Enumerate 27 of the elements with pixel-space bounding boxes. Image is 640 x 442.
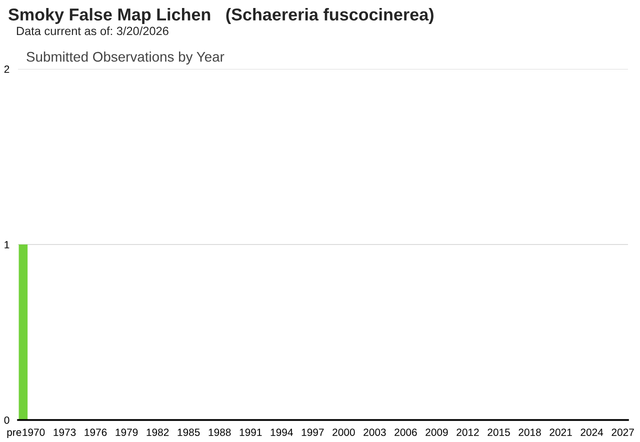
x-tick-label: 1973 bbox=[54, 428, 76, 436]
x-tick-label: 2018 bbox=[518, 428, 541, 436]
y-tick-label: 2 bbox=[4, 66, 10, 73]
chart-title: Smoky False Map Lichen (Schaereria fuscocinerea) bbox=[8, 8, 434, 24]
x-tick-label: 1991 bbox=[240, 428, 262, 436]
chart-subtitle: Submitted Observations by Year bbox=[26, 52, 224, 64]
y-tick-label: 1 bbox=[4, 241, 10, 248]
x-tick-label: 2009 bbox=[426, 428, 448, 436]
x-tick-label: 2006 bbox=[394, 428, 417, 436]
text: Data current as of: 3/20/2026 bbox=[16, 26, 168, 36]
x-tick-label: 1997 bbox=[302, 428, 324, 436]
x-tick-label: 1970 bbox=[22, 428, 45, 436]
x-tick-label: 2015 bbox=[488, 428, 510, 436]
x-tick-label: 2027 bbox=[612, 428, 634, 436]
x-tick-label: 1982 bbox=[146, 428, 169, 436]
x-tick-label: 1994 bbox=[270, 428, 293, 436]
x-tick-label: 2000 bbox=[332, 428, 355, 436]
x-tick-label: 1979 bbox=[116, 428, 138, 436]
x-tick-label: 2021 bbox=[550, 428, 572, 436]
x-tick-label: 1988 bbox=[208, 428, 231, 436]
x-tick-label: 2024 bbox=[580, 428, 604, 436]
x-tick-label: 1976 bbox=[84, 428, 107, 436]
x-tick-label: pre bbox=[7, 430, 22, 438]
x-tick-label: 2003 bbox=[364, 428, 386, 436]
x-tick-label: 2012 bbox=[456, 428, 479, 436]
x-tick-label: 1985 bbox=[178, 428, 200, 436]
y-tick-label: 0 bbox=[4, 416, 10, 424]
